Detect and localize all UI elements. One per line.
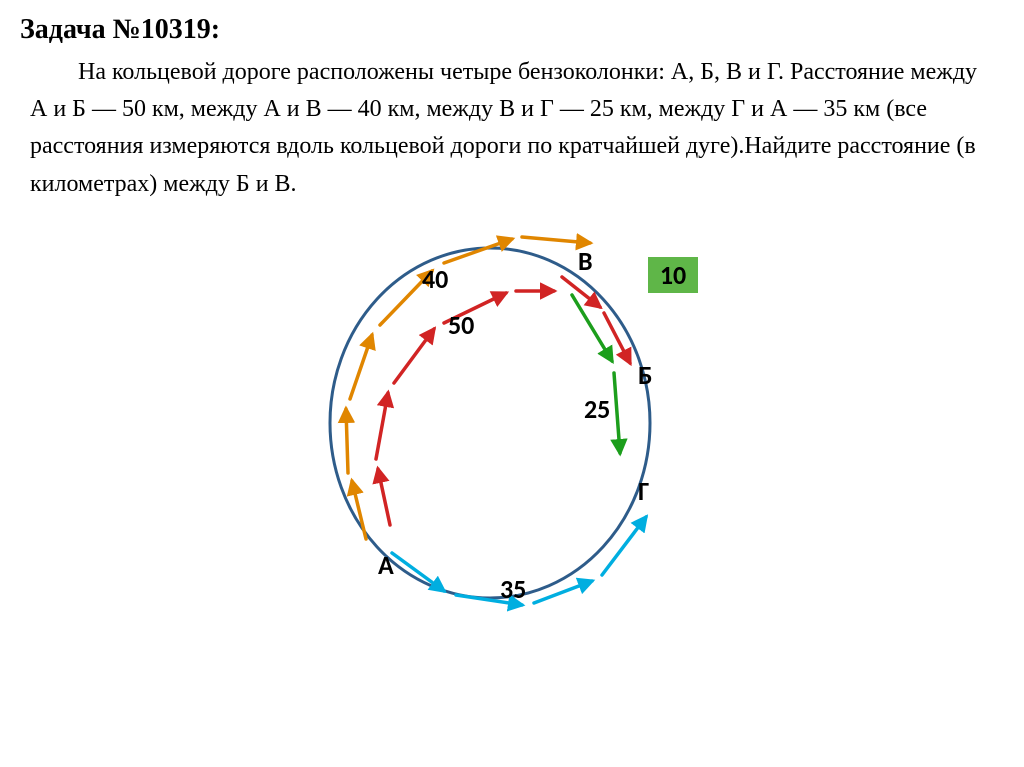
label-50: 50 bbox=[448, 309, 474, 341]
problem-text: На кольцевой дороге расположены четыре б… bbox=[30, 54, 994, 203]
arc-AV_outer bbox=[522, 237, 590, 243]
label-40: 40 bbox=[422, 263, 448, 295]
arc-AV_outer bbox=[346, 409, 348, 473]
label-35: 35 bbox=[500, 573, 526, 605]
arc-AB_red bbox=[394, 329, 434, 383]
label-25: 25 bbox=[584, 393, 610, 425]
arc-AV_outer bbox=[350, 335, 372, 399]
label-G: Г bbox=[638, 475, 649, 507]
arc-AG_cyan bbox=[534, 581, 592, 603]
label-V: В bbox=[578, 245, 593, 277]
page-root: Задача №10319: На кольцевой дороге распо… bbox=[0, 0, 1024, 767]
arc-AB_red bbox=[376, 393, 388, 459]
arc-VG_green bbox=[572, 295, 612, 361]
arc-VG_green bbox=[614, 373, 620, 453]
arc-AB_red bbox=[378, 469, 390, 525]
arc-AG_cyan bbox=[602, 517, 646, 575]
label-A: А bbox=[378, 549, 394, 581]
figure-wrap: 40 50 25 35 В Б Г А 10 bbox=[20, 213, 1024, 653]
label-B: Б bbox=[638, 359, 652, 391]
arc-AG_cyan bbox=[392, 553, 444, 591]
answer-badge: 10 bbox=[648, 257, 698, 293]
arc-AV_outer bbox=[352, 481, 366, 539]
problem-title: Задача №10319: bbox=[20, 14, 1004, 46]
